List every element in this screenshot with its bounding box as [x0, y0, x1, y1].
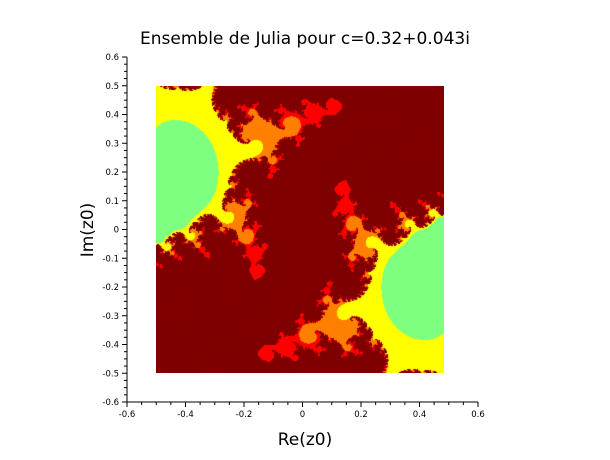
x-tick-label: 0: [300, 410, 305, 420]
y-tick-label: 0.5: [105, 82, 119, 92]
y-tick-label: 0.3: [105, 139, 119, 149]
y-tick-label: -0.6: [102, 398, 119, 408]
y-tick-label: -0.3: [102, 312, 119, 322]
y-axis: 0.6 0.5 0.4 0.3 0.2 0.1 0 -0.1 -0.2 -0.3 -0.4 -0.5 -…: [102, 53, 128, 408]
julia-set-heatmap: [156, 85, 445, 374]
x-tick-label: -0.2: [236, 410, 253, 420]
y-tick-label: 0: [114, 226, 119, 236]
plot-area: [156, 85, 445, 374]
julia-heatmap-container: [156, 85, 445, 374]
y-axis-label: Im(z0): [78, 203, 98, 258]
y-tick-label: -0.2: [102, 283, 119, 293]
x-tick-label: -0.4: [177, 410, 194, 420]
x-axis: -0.6 -0.4 -0.2 0 0.2 0.4 0.6: [119, 401, 485, 420]
x-tick-label: 0.6: [471, 410, 485, 420]
y-tick-label: 0.6: [105, 53, 119, 63]
chart-title: Ensemble de Julia pour c=0.32+0.043i: [140, 29, 470, 49]
x-tick-label: 0.2: [354, 410, 368, 420]
x-tick-label: -0.6: [119, 410, 136, 420]
y-tick-label: 0.1: [105, 197, 119, 207]
y-tick-label: -0.5: [102, 369, 119, 379]
x-axis-label: Re(z0): [278, 430, 333, 450]
y-tick-label: 0.2: [105, 168, 119, 178]
y-tick-label: -0.4: [102, 341, 119, 351]
x-tick-label: 0.4: [413, 410, 427, 420]
y-tick-label: -0.1: [102, 254, 119, 264]
y-tick-label: 0.4: [105, 111, 119, 121]
